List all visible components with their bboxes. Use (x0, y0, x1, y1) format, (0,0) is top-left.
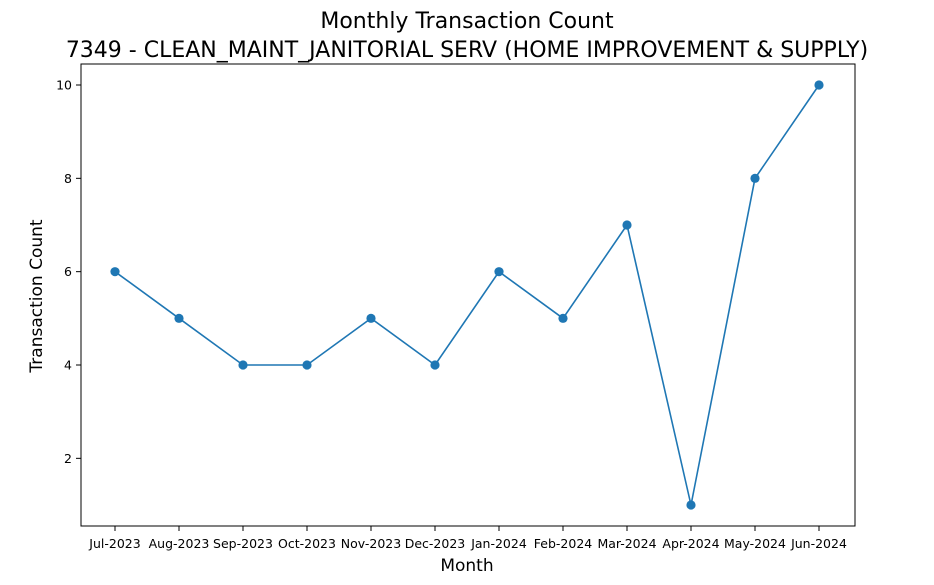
x-tick-label: Oct-2023 (278, 536, 336, 551)
data-point (430, 360, 440, 370)
series-line (114, 84, 820, 506)
y-tick-label: 10 (56, 78, 72, 93)
y-axis-label: Transaction Count (27, 219, 47, 373)
x-tick-label: Aug-2023 (149, 536, 210, 551)
x-tick-label: Dec-2023 (405, 536, 466, 551)
y-axis: 2 4 6 8 10 (56, 78, 81, 466)
data-point (494, 267, 504, 277)
data-point (558, 313, 568, 323)
data-point (174, 313, 184, 323)
data-point (622, 220, 632, 230)
x-tick-label: May-2024 (724, 536, 786, 551)
x-axis: Jul-2023 Aug-2023 Sep-2023 Oct-2023 Nov-2023… (88, 526, 847, 551)
x-tick-label: Jun-2024 (790, 536, 847, 551)
x-tick-label: Apr-2024 (662, 536, 719, 551)
x-tick-label: Nov-2023 (341, 536, 401, 551)
data-point (238, 360, 248, 370)
data-point (110, 267, 120, 277)
x-axis-label: Month (440, 556, 493, 576)
chart-title: Monthly Transaction Count (320, 9, 614, 34)
x-tick-label: Sep-2023 (213, 536, 273, 551)
series-group (110, 80, 824, 510)
data-point (302, 360, 312, 370)
y-tick-label: 2 (64, 451, 72, 466)
x-tick-label: Jul-2023 (88, 536, 140, 551)
y-tick-label: 6 (64, 264, 72, 279)
data-point (814, 80, 824, 90)
data-point (686, 500, 696, 510)
x-tick-label: Feb-2024 (534, 536, 593, 551)
x-tick-label: Mar-2024 (597, 536, 656, 551)
y-tick-label: 8 (64, 171, 72, 186)
data-point (750, 173, 760, 183)
x-tick-label: Jan-2024 (470, 536, 527, 551)
data-point (366, 313, 376, 323)
chart-subtitle: 7349 - CLEAN_MAINT_JANITORIAL SERV (HOME… (66, 38, 868, 63)
plot-area-frame (80, 63, 856, 527)
y-tick-label: 4 (64, 358, 72, 373)
